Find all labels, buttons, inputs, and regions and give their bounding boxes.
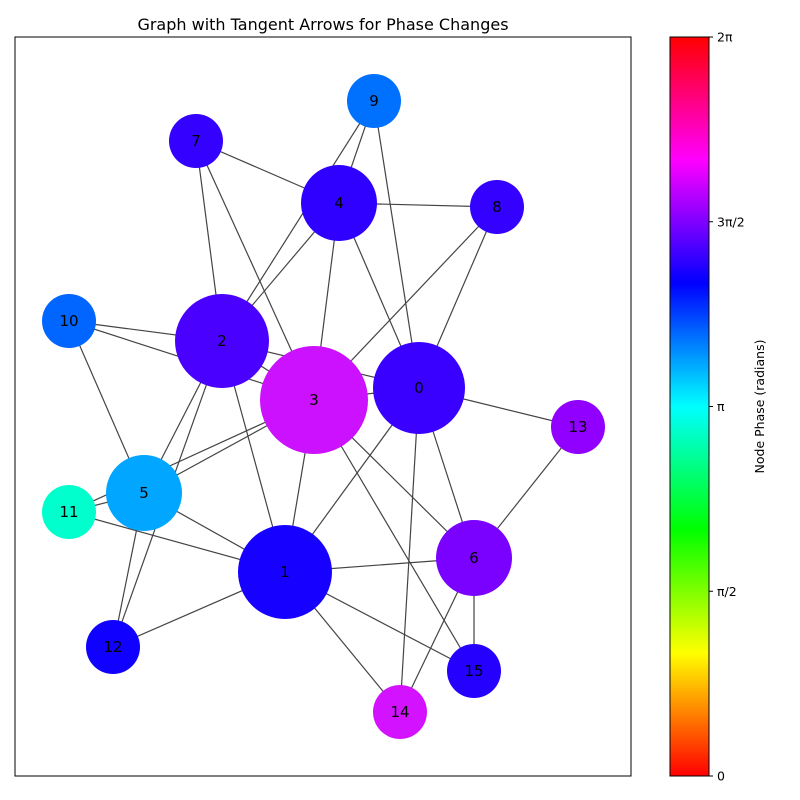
- colorbar-tick-label: π: [717, 399, 725, 414]
- colorbar-tick-label: π/2: [717, 584, 737, 599]
- node-circle-15: [447, 644, 501, 698]
- node-label-11: 11: [59, 503, 78, 521]
- node-circle-4: [301, 165, 377, 241]
- node-label-7: 7: [191, 132, 201, 150]
- node-6: 6: [436, 520, 512, 596]
- node-4: 4: [301, 165, 377, 241]
- node-circle-10: [42, 294, 96, 348]
- node-7: 7: [169, 114, 223, 168]
- node-circle-2: [175, 294, 269, 388]
- node-11: 11: [42, 485, 96, 539]
- node-label-13: 13: [568, 418, 587, 436]
- node-label-2: 2: [217, 332, 227, 350]
- node-label-15: 15: [464, 662, 483, 680]
- node-circle-8: [470, 180, 524, 234]
- node-label-0: 0: [414, 379, 424, 397]
- colorbar: [669, 36, 710, 777]
- node-1: 1: [238, 525, 332, 619]
- edge-0-9: [373, 100, 420, 389]
- node-circle-14: [373, 685, 427, 739]
- node-label-3: 3: [309, 391, 319, 409]
- node-circle-3: [260, 346, 368, 454]
- colorbar-ticks: 0 π/2 π 3π/2 2π: [709, 30, 745, 784]
- node-0: 0: [373, 342, 465, 434]
- node-label-9: 9: [369, 92, 379, 110]
- node-circle-1: [238, 525, 332, 619]
- node-circle-12: [86, 620, 140, 674]
- node-label-6: 6: [469, 549, 479, 567]
- colorbar-tick-label: 3π/2: [717, 214, 745, 229]
- node-13: 13: [551, 400, 605, 454]
- node-circle-9: [347, 74, 401, 128]
- node-circle-6: [436, 520, 512, 596]
- colorbar-label: Node Phase (radians): [752, 340, 767, 474]
- node-circle-0: [373, 342, 465, 434]
- node-3: 3: [260, 346, 368, 454]
- node-14: 14: [373, 685, 427, 739]
- node-circle-5: [106, 455, 182, 531]
- node-15: 15: [447, 644, 501, 698]
- node-2: 2: [175, 294, 269, 388]
- node-label-1: 1: [280, 563, 290, 581]
- node-circle-11: [42, 485, 96, 539]
- node-circle-13: [551, 400, 605, 454]
- node-12: 12: [86, 620, 140, 674]
- colorbar-tick-label: 0: [717, 769, 725, 784]
- node-8: 8: [470, 180, 524, 234]
- node-circle-7: [169, 114, 223, 168]
- node-10: 10: [42, 294, 96, 348]
- node-label-12: 12: [103, 638, 122, 656]
- colorbar-tick-label: 2π: [717, 30, 733, 45]
- node-label-4: 4: [334, 194, 344, 212]
- graph-title: Graph with Tangent Arrows for Phase Chan…: [137, 15, 508, 34]
- node-9: 9: [347, 74, 401, 128]
- edge-9-2: [221, 100, 375, 342]
- edge-0-14: [399, 387, 420, 713]
- node-5: 5: [106, 455, 182, 531]
- node-label-8: 8: [492, 198, 502, 216]
- node-label-14: 14: [390, 703, 409, 721]
- node-label-10: 10: [59, 312, 78, 330]
- node-label-5: 5: [139, 484, 149, 502]
